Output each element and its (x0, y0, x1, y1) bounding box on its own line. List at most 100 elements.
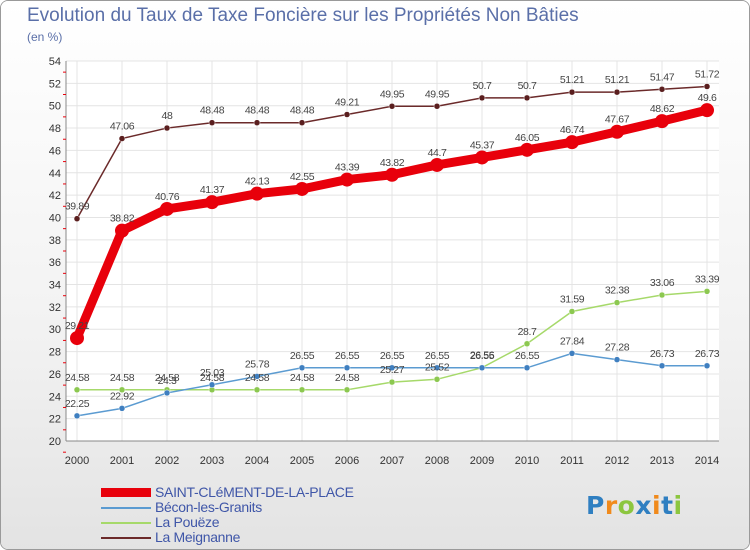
y-tick-label: 32 (49, 302, 61, 314)
data-label: 33.06 (650, 277, 675, 289)
data-label: 26.56 (470, 350, 495, 362)
data-point (343, 386, 351, 394)
data-point (613, 88, 621, 96)
data-point (658, 362, 666, 370)
logo-letter: P (586, 491, 605, 520)
data-point (478, 94, 486, 102)
data-point (385, 167, 399, 182)
data-label: 26.55 (515, 350, 540, 362)
data-label: 25.78 (245, 358, 270, 370)
data-label: 40.76 (155, 191, 180, 203)
data-point (115, 223, 129, 238)
data-label: 39.89 (65, 201, 90, 213)
x-tick-label: 2004 (245, 455, 269, 467)
data-label: 22.92 (110, 390, 135, 402)
data-point (610, 124, 624, 139)
data-label: 26.55 (470, 350, 495, 362)
data-label: 47.67 (605, 114, 630, 126)
data-point (433, 376, 441, 383)
data-label: 26.55 (425, 350, 450, 362)
data-point (73, 386, 81, 394)
data-label: 51.21 (605, 74, 630, 86)
data-label: 25.52 (425, 361, 450, 373)
data-label: 26.55 (380, 350, 405, 362)
legend-label: La Meignanne (155, 529, 241, 545)
data-label: 49.6 (698, 92, 717, 104)
data-point (163, 124, 171, 132)
data-label: 49.95 (380, 88, 405, 100)
data-point (433, 103, 441, 110)
data-label: 24.58 (290, 372, 315, 384)
y-tick-label: 50 (49, 101, 61, 113)
data-label: 46.05 (515, 132, 540, 144)
data-point (523, 340, 531, 348)
legend-item: Bécon-les-Granits (101, 499, 441, 515)
data-point (658, 86, 666, 93)
data-label: 32.38 (605, 285, 630, 297)
legend: SAINT-CLéMENT-DE-LA-PLACE Bécon-les-Grani… (101, 484, 441, 545)
data-point (658, 291, 666, 299)
y-tick-label: 28 (49, 347, 61, 359)
y-tick-label: 36 (49, 257, 61, 269)
data-point (298, 386, 306, 394)
data-point (70, 331, 84, 346)
data-label: 46.74 (560, 124, 585, 136)
chart-title: Evolution du Taux de Taxe Foncière sur l… (27, 5, 579, 26)
data-point (118, 405, 126, 412)
data-point (388, 364, 396, 372)
y-tick-label: 30 (49, 324, 61, 336)
data-point (73, 412, 81, 420)
x-tick-label: 2008 (425, 455, 449, 467)
x-tick-label: 2014 (695, 455, 719, 467)
data-point (568, 350, 576, 357)
legend-label: Bécon-les-Granits (155, 499, 262, 515)
x-tick-label: 2000 (65, 455, 89, 467)
logo-letter: i (673, 491, 683, 520)
data-label: 47.06 (110, 121, 135, 133)
data-point (208, 119, 216, 126)
logo-letter: x (635, 491, 652, 520)
data-point (568, 88, 576, 96)
x-tick-label: 2009 (470, 455, 494, 467)
legend-item: La Meignanne (101, 529, 441, 545)
data-point (430, 157, 444, 172)
data-point (523, 94, 531, 102)
series-1 (73, 350, 711, 420)
data-point (118, 386, 126, 394)
data-point (295, 181, 309, 196)
y-tick-label: 24 (49, 391, 61, 403)
data-label: 42.55 (290, 171, 315, 183)
y-tick-label: 44 (49, 168, 61, 180)
y-axis-unit: (en %) (27, 30, 63, 44)
legend-label: SAINT-CLéMENT-DE-LA-PLACE (155, 484, 354, 500)
x-tick-label: 2012 (605, 455, 629, 467)
logo-letter: r (604, 491, 618, 520)
data-label: 33.39 (695, 273, 720, 285)
y-tick-label: 42 (49, 190, 61, 202)
x-tick-label: 2013 (650, 455, 674, 467)
data-point (388, 103, 396, 110)
y-tick-label: 38 (49, 235, 61, 247)
data-label: 24.58 (335, 372, 360, 384)
data-label: 27.28 (605, 342, 630, 354)
data-point (208, 381, 216, 389)
y-tick-label: 34 (49, 280, 61, 292)
data-label: 28.7 (518, 326, 537, 338)
data-point (613, 299, 621, 306)
data-point (253, 119, 261, 126)
logo-letter: t (661, 491, 674, 520)
x-tick-label: 2006 (335, 455, 359, 467)
data-point (343, 111, 351, 118)
data-label: 24.58 (245, 372, 270, 384)
data-point (160, 201, 174, 216)
data-label: 51.47 (650, 71, 675, 83)
data-label: 49.95 (425, 88, 450, 100)
legend-swatch (101, 488, 151, 497)
data-point (523, 364, 531, 372)
data-label: 24.58 (200, 372, 225, 384)
data-label: 42.13 (245, 176, 270, 188)
data-point (253, 386, 261, 394)
x-tick-label: 2003 (200, 455, 224, 467)
